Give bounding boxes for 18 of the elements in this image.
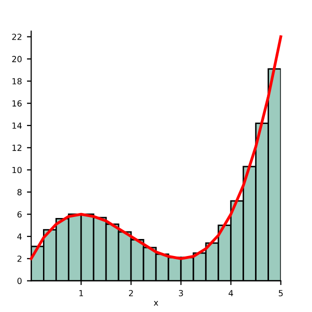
y-tick-label: 12 <box>12 144 22 151</box>
x-tick-label: 3 <box>178 290 183 296</box>
y-tick-label: 18 <box>12 78 22 84</box>
y-tick-label: 14 <box>12 122 22 129</box>
x-tick-label: 5 <box>278 290 283 296</box>
x-axis-title: x <box>154 301 158 306</box>
y-tick-label: 6 <box>17 211 22 218</box>
y-tick-label: 20 <box>12 56 22 62</box>
y-tick-label: 8 <box>17 189 22 196</box>
x-tick-label: 2 <box>129 290 133 296</box>
y-tick-label: 2 <box>17 256 22 262</box>
y-tick-label: 10 <box>12 166 22 174</box>
y-tick-label: 4 <box>17 234 22 240</box>
x-tick-label: 4 <box>228 290 234 296</box>
y-tick-label: 16 <box>12 100 22 107</box>
y-tick-label: 0 <box>17 278 22 284</box>
y-tick-label: 22 <box>12 34 22 40</box>
x-tick-label: 1 <box>79 290 83 296</box>
